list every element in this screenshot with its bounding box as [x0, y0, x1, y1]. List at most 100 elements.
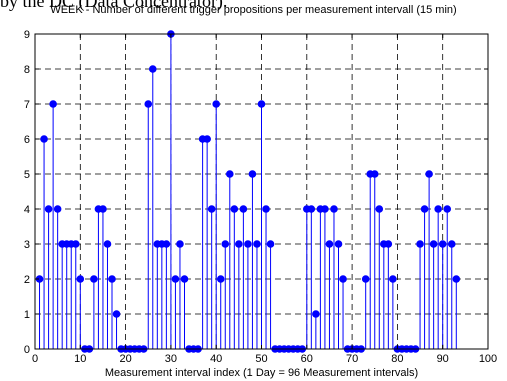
stem-marker — [162, 240, 171, 248]
stem-marker — [108, 275, 116, 283]
stem-point — [112, 310, 121, 349]
x-tick-label: 60 — [301, 353, 313, 365]
stem-marker — [452, 275, 461, 283]
stem-marker — [171, 275, 180, 283]
y-tick-label: 1 — [24, 309, 30, 321]
stem-point — [239, 205, 248, 349]
stem-point — [262, 205, 270, 349]
stem-marker — [40, 135, 48, 143]
y-tick-label: 4 — [24, 204, 30, 216]
stem-point — [416, 240, 424, 349]
stem-point — [375, 205, 384, 349]
y-tick-label: 0 — [24, 344, 30, 356]
stem-point — [434, 205, 442, 349]
stem-marker — [248, 170, 257, 178]
x-tick-label: 40 — [210, 353, 222, 365]
stem-point — [35, 275, 44, 349]
stem-marker — [370, 170, 379, 178]
x-tick-label: 30 — [165, 353, 177, 365]
stem-point — [389, 275, 397, 349]
stem-marker — [112, 310, 121, 318]
stem-marker — [257, 100, 266, 108]
stem-marker — [203, 135, 211, 143]
stem-point — [71, 240, 80, 349]
x-tick-label: 0 — [32, 353, 38, 365]
stem-marker — [235, 240, 243, 248]
stem-marker — [384, 240, 393, 248]
x-tick-label: 70 — [346, 353, 358, 365]
stem-marker — [53, 205, 62, 213]
stem-point — [103, 240, 112, 349]
stem-marker — [253, 240, 261, 248]
stem-point — [452, 275, 461, 349]
stem-point — [244, 240, 252, 349]
y-tick-label: 6 — [24, 134, 30, 146]
stem-point — [248, 170, 257, 349]
stem-point — [438, 240, 447, 349]
y-tick-label: 8 — [24, 64, 30, 76]
stem-marker — [216, 275, 225, 283]
stem-marker — [339, 275, 347, 283]
stem-point — [90, 275, 98, 349]
stem-marker — [90, 275, 98, 283]
stem-point — [361, 275, 370, 349]
stem-marker — [76, 275, 85, 283]
stem-marker — [389, 275, 397, 283]
stem-point — [212, 100, 220, 349]
caption-fragment: by the DC (Data Concentrator). — [0, 0, 228, 11]
stem-point — [339, 275, 347, 349]
stem-marker — [225, 170, 234, 178]
stem-marker — [35, 275, 44, 283]
stem-point — [176, 240, 184, 349]
stem-marker — [307, 205, 316, 213]
stem-point — [180, 275, 189, 349]
stem-marker — [262, 205, 270, 213]
stem-marker — [443, 205, 452, 213]
stem-point — [384, 240, 393, 349]
stem-marker — [438, 240, 447, 248]
stem-marker — [434, 205, 442, 213]
stem-marker — [330, 205, 338, 213]
stem-point — [307, 205, 316, 349]
stem-marker — [230, 205, 239, 213]
stem-point — [225, 170, 234, 349]
stem-marker — [321, 205, 329, 213]
stem-point — [144, 100, 153, 349]
stem-marker — [447, 240, 456, 248]
stem-marker — [180, 275, 189, 283]
y-tick-label: 7 — [24, 99, 30, 111]
y-tick-label: 5 — [24, 169, 30, 181]
stem-marker — [44, 205, 53, 213]
stem-point — [49, 100, 57, 349]
stem-series — [35, 30, 461, 353]
stem-marker — [221, 240, 230, 248]
stem-point — [203, 135, 211, 349]
stem-point — [312, 310, 320, 349]
stem-marker — [325, 240, 334, 248]
y-tick-label: 2 — [24, 274, 30, 286]
stem-point — [257, 100, 266, 349]
stem-point — [53, 205, 62, 349]
stem-point — [76, 275, 85, 349]
x-tick-label: 10 — [74, 353, 86, 365]
y-tick-label: 9 — [24, 29, 30, 41]
stem-marker — [212, 100, 220, 108]
stem-marker — [416, 240, 424, 248]
chart-title: WEEK - Number of different trigger propo… — [50, 4, 457, 16]
stem-marker — [266, 240, 275, 248]
axis-ticks: 0 10 20 30 40 50 60 70 80 90 100 0 1 2 3 4 5 6 7 8 9 — [24, 29, 497, 365]
stem-point — [230, 205, 239, 349]
stem-point — [235, 240, 243, 349]
stem-point — [330, 205, 338, 349]
stem-marker — [334, 240, 343, 248]
stem-point — [44, 205, 53, 349]
stem-marker — [148, 65, 157, 73]
x-tick-label: 20 — [119, 353, 131, 365]
stem-marker — [239, 205, 248, 213]
stem-point — [148, 65, 157, 349]
stem-marker — [49, 100, 57, 108]
stem-point — [171, 275, 180, 349]
stem-marker — [312, 310, 320, 318]
stem-point — [253, 240, 261, 349]
